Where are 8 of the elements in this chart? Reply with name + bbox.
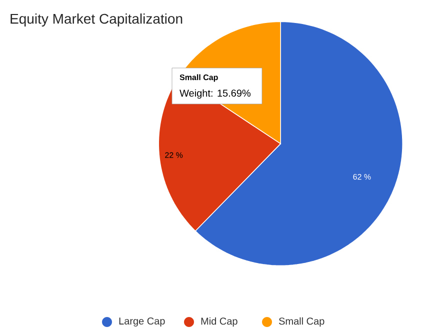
chart-title: Equity Market Capitalization — [10, 13, 182, 27]
legend-label: Large Cap — [119, 317, 165, 327]
legend-label: Mid Cap — [201, 317, 238, 327]
data-label: 62 % — [353, 174, 371, 180]
data-label: 22 % — [165, 152, 183, 158]
text: Weight: 15.69% — [180, 89, 251, 99]
text: Small Cap — [180, 74, 218, 82]
legend-label: Small Cap — [278, 317, 324, 327]
